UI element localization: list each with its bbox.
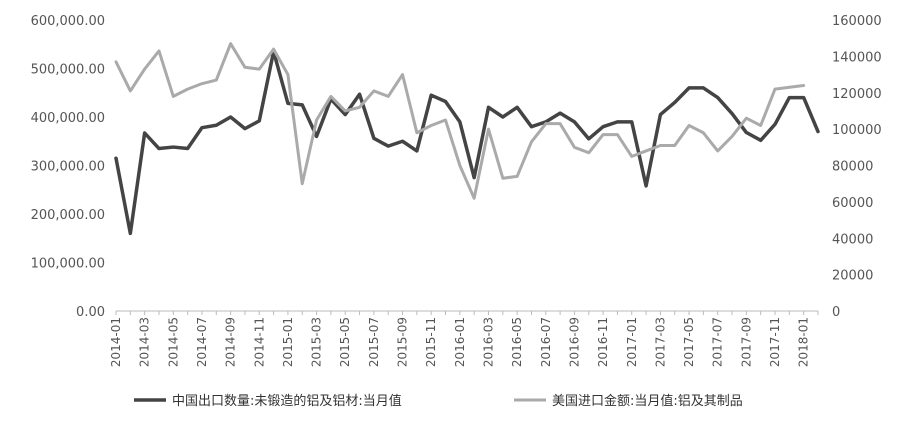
- x-tick-label: 2014-05: [166, 317, 180, 367]
- right-tick-label: 40000: [832, 232, 873, 247]
- legend: 中国出口数量:未锻造的铝及铝材:当月值 美国进口金额:当月值:铝及其制品: [134, 393, 743, 409]
- x-tick-label: 2018-01: [797, 317, 811, 367]
- right-tick-label: 80000: [832, 160, 873, 175]
- x-tick-label: 2015-11: [424, 317, 438, 367]
- left-tick-label: 100,000.00: [31, 257, 105, 272]
- series-line-us-import: [114, 42, 806, 200]
- left-axis-ticks: 600,000.00 500,000.00 400,000.00 300,000.00…: [31, 14, 105, 320]
- left-tick-label: 600,000.00: [31, 14, 105, 29]
- series-line-china-export: [114, 49, 820, 236]
- legend-label-us-import: 美国进口金额:当月值:铝及其制品: [552, 393, 743, 409]
- left-tick-label: 300,000.00: [31, 160, 105, 175]
- x-tick-label: 2014-07: [195, 317, 209, 367]
- right-tick-label: 120000: [832, 87, 882, 102]
- left-tick-label: 0.00: [76, 305, 105, 320]
- right-tick-label: 20000: [832, 269, 873, 284]
- x-tick-label: 2015-07: [367, 317, 381, 367]
- x-tick-label: 2014-09: [224, 317, 238, 367]
- x-tick-label: 2017-07: [711, 317, 725, 367]
- left-tick-label: 200,000.00: [31, 208, 105, 223]
- x-tick-label: 2016-07: [539, 317, 553, 367]
- right-tick-label: 160000: [832, 14, 882, 29]
- right-axis-ticks: 160000 140000 120000 100000 80000 60000 40000 2…: [832, 14, 882, 320]
- x-axis-ticks: 2014-01 2014-03 2014-05 2014-07 2014-09 2014-…: [109, 317, 811, 367]
- right-tick-label: 60000: [832, 196, 873, 211]
- x-tick-label: 2016-09: [567, 317, 581, 367]
- legend-label-china-export: 中国出口数量:未锻造的铝及铝材:当月值: [172, 393, 402, 409]
- x-tick-label: 2017-11: [768, 317, 782, 367]
- series-layer: [114, 42, 820, 236]
- x-tick-label: 2015-01: [281, 317, 295, 367]
- x-tick-label: 2014-03: [138, 317, 152, 367]
- x-tick-label: 2015-03: [310, 317, 324, 367]
- x-tick-label: 2017-09: [739, 317, 753, 367]
- x-tick-label: 2014-11: [252, 317, 266, 367]
- x-tick-label: 2016-11: [596, 317, 610, 367]
- right-tick-label: 0: [832, 305, 840, 320]
- x-tick-label: 2015-05: [338, 317, 352, 367]
- x-tick-label: 2017-05: [682, 317, 696, 367]
- x-tick-label: 2016-01: [453, 317, 467, 367]
- x-tick-label: 2017-03: [653, 317, 667, 367]
- right-tick-label: 140000: [832, 50, 882, 65]
- x-tick-label: 2016-05: [510, 317, 524, 367]
- left-tick-label: 500,000.00: [31, 63, 105, 78]
- x-tick-label: 2014-01: [109, 317, 123, 367]
- x-tick-label: 2017-01: [625, 317, 639, 367]
- right-tick-label: 100000: [832, 123, 882, 138]
- axes-layer: [115, 310, 819, 315]
- x-tick-label: 2015-09: [396, 317, 410, 367]
- x-tick-label: 2016-03: [481, 317, 495, 367]
- left-tick-label: 400,000.00: [31, 111, 105, 126]
